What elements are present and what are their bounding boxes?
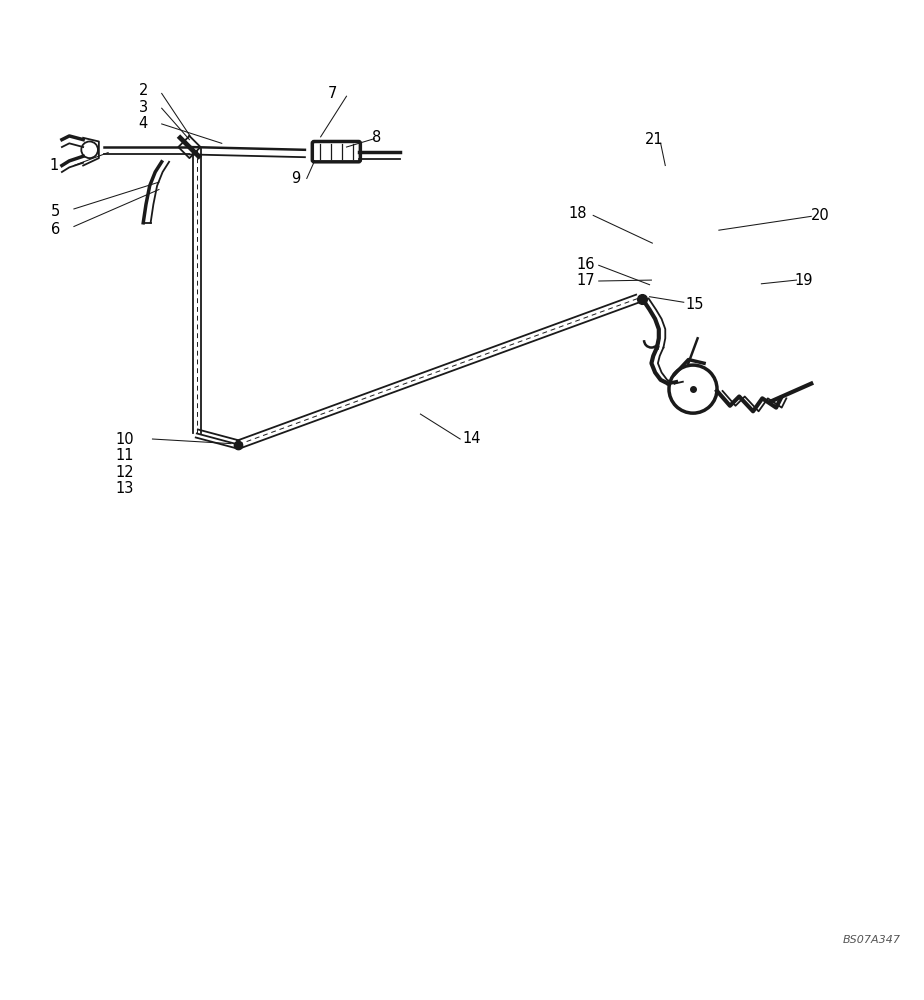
Text: 18: 18 [568,206,587,221]
Text: BS07A347: BS07A347 [843,935,901,945]
Text: 10: 10 [116,432,134,447]
Text: 3: 3 [139,100,148,115]
Text: 15: 15 [686,297,704,312]
Text: 5: 5 [51,204,60,219]
Text: 12: 12 [116,465,134,480]
Text: 13: 13 [116,481,134,496]
Text: 20: 20 [811,208,830,223]
Text: 21: 21 [645,132,663,147]
Text: 17: 17 [577,273,595,288]
Text: 16: 16 [577,257,595,272]
Text: 1: 1 [49,158,58,173]
Text: 2: 2 [139,83,148,98]
Text: 7: 7 [328,86,337,101]
Text: 19: 19 [795,273,813,288]
Text: 9: 9 [291,171,300,186]
Text: 8: 8 [372,130,382,145]
Text: 11: 11 [116,448,134,463]
Text: 14: 14 [462,431,480,446]
Text: 4: 4 [139,116,148,131]
Text: 6: 6 [51,222,60,237]
